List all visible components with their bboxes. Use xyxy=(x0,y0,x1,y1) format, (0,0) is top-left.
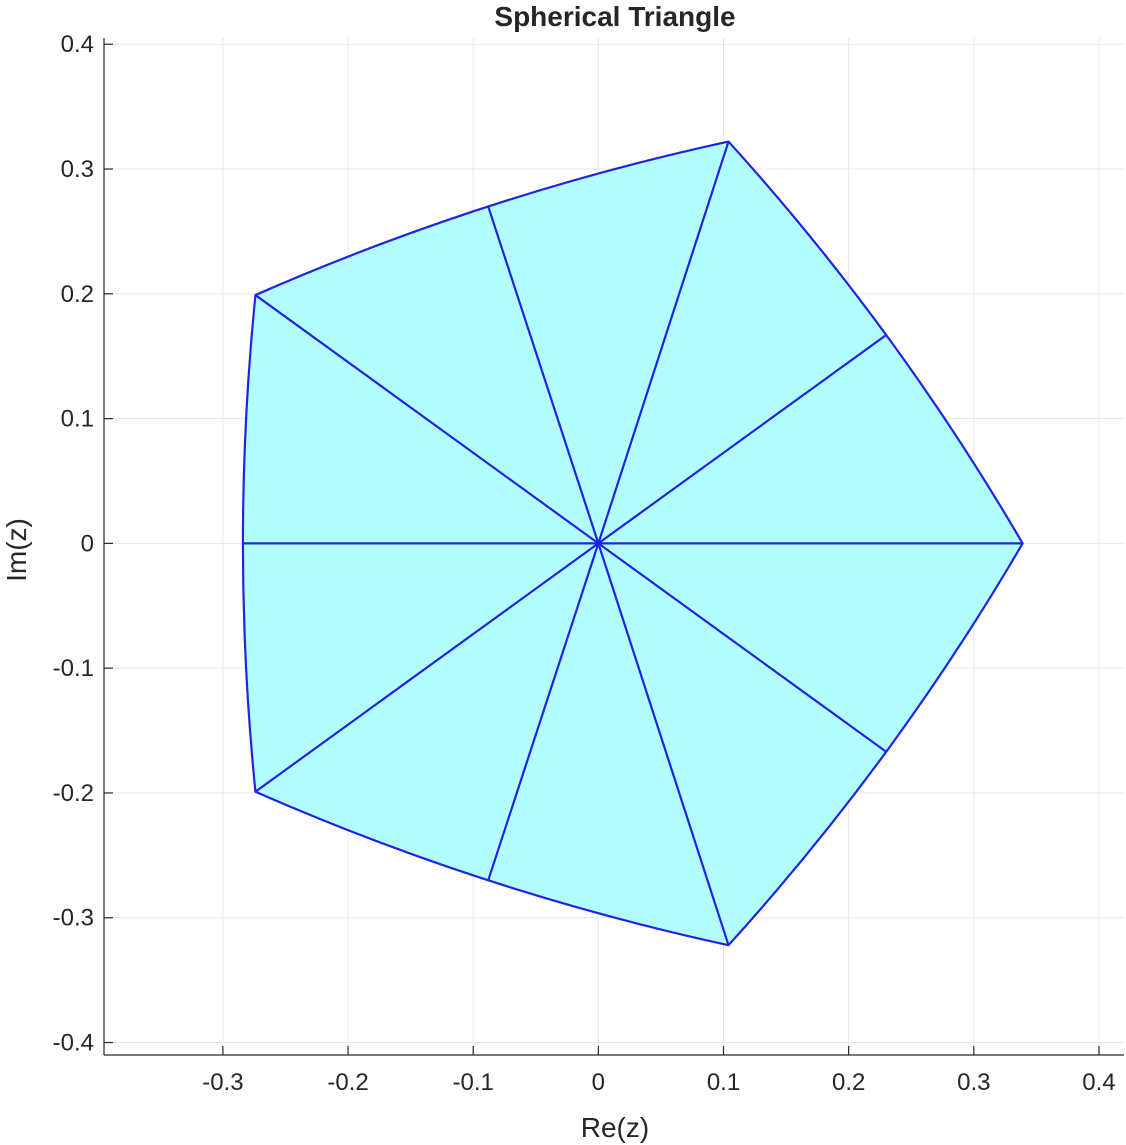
x-tick-label-4: 0.1 xyxy=(707,1069,740,1096)
x-tick-label-2: -0.1 xyxy=(453,1069,494,1096)
x-axis-label: Re(z) xyxy=(581,1112,649,1143)
x-tick-label-7: 0.4 xyxy=(1082,1069,1115,1096)
x-tick-label-6: 0.3 xyxy=(957,1069,990,1096)
chart-title: Spherical Triangle xyxy=(494,1,735,32)
axes xyxy=(103,38,1124,1056)
y-axis-label: Im(z) xyxy=(1,518,32,582)
y-tick-label-6: 0.2 xyxy=(61,281,94,308)
x-tick-label-1: -0.2 xyxy=(327,1069,368,1096)
y-tick-label-4: 0 xyxy=(81,530,94,557)
y-tick-label-1: -0.3 xyxy=(53,905,94,932)
spoke-line-8 xyxy=(597,543,730,946)
y-tick-label-3: -0.1 xyxy=(53,655,94,682)
x-axis-ticks: -0.3 -0.2 -0.1 0 0.1 0.2 0.3 0.4 xyxy=(202,1046,1116,1096)
spherical-triangle-region xyxy=(241,140,1024,947)
y-tick-label-7: 0.3 xyxy=(61,156,94,183)
spoke-line-4 xyxy=(254,294,600,545)
spoke-line-1 xyxy=(597,334,887,545)
spoke-line-2 xyxy=(597,141,730,544)
spoke-line-3 xyxy=(487,206,600,544)
y-axis-ticks: -0.4 -0.3 -0.2 -0.1 0 0.1 0.2 0.3 0.4 xyxy=(53,31,113,1057)
y-tick-label-8: 0.4 xyxy=(61,31,94,58)
y-tick-label-5: 0.1 xyxy=(61,406,94,433)
spoke-line-7 xyxy=(487,543,600,881)
x-tick-label-3: 0 xyxy=(592,1069,605,1096)
y-tick-label-2: -0.2 xyxy=(53,780,94,807)
x-tick-label-5: 0.2 xyxy=(832,1069,865,1096)
x-tick-label-0: -0.3 xyxy=(202,1069,243,1096)
y-tick-label-0: -0.4 xyxy=(53,1030,94,1057)
spoke-line-6 xyxy=(254,542,600,793)
region-boundary xyxy=(241,140,1024,947)
spoke-line-9 xyxy=(597,542,887,753)
